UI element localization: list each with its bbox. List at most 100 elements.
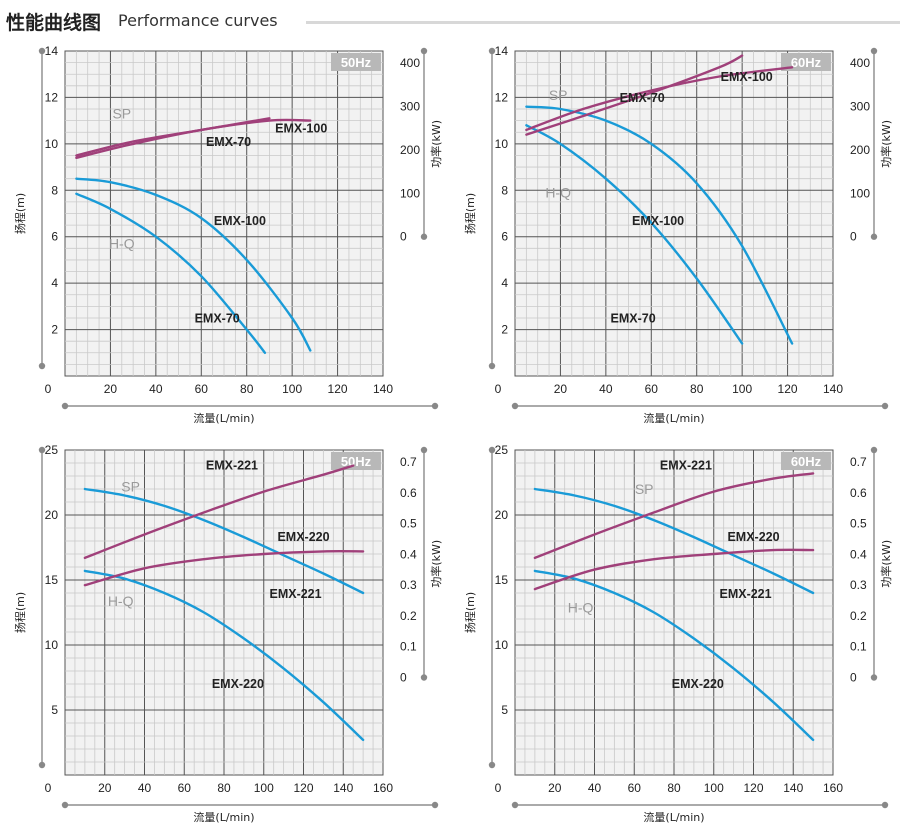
y2-tick-label: 0.3 [400, 578, 417, 592]
curve-label: EMX-70 [195, 312, 240, 326]
axis-dot [420, 446, 428, 454]
x-tick-label: 0 [495, 382, 502, 396]
x-tick-label: 40 [599, 382, 613, 396]
axis-dot [488, 761, 496, 769]
hz-badge [331, 452, 381, 470]
x-tick-label: 140 [333, 781, 353, 795]
curve-sp-emx-221 [533, 472, 815, 560]
y-axis-label: 扬程(m) [463, 193, 477, 234]
curve-label: EMX-70 [620, 91, 665, 105]
y-tick-label: 14 [45, 44, 59, 58]
x-tick-label: 100 [282, 382, 302, 396]
curve-label: EMX-100 [214, 214, 266, 228]
y-tick-label: 8 [51, 183, 58, 197]
x-tick-label: 20 [98, 781, 112, 795]
grid [515, 51, 833, 376]
hz-badge-text: 50Hz [341, 454, 372, 469]
curve-group-label: SP [112, 105, 131, 121]
chart-bottom-left: 50Hz 5 10 15 20 25 0 20 40 60 80 100 120 140 160 0 0.1 0.… [13, 443, 443, 824]
curve-label: EMX-221 [660, 459, 712, 473]
y-tick-label: 10 [45, 137, 59, 151]
x-tick-label: 120 [293, 781, 313, 795]
curve-hq-emx-100 [75, 177, 312, 352]
y-axis-label: 扬程(m) [463, 592, 477, 633]
curve-hq-emx-220 [83, 569, 365, 742]
x-tick-label: 80 [240, 382, 254, 396]
hz-badge-text: 60Hz [791, 55, 822, 70]
y-tick-label: 2 [501, 323, 508, 337]
grid [65, 450, 383, 775]
y-tick-label: 5 [51, 703, 58, 717]
x-axis-label: 流量(L/min) [643, 810, 704, 824]
axis-dot [420, 233, 428, 240]
axis-dot [61, 801, 69, 809]
curve-label: EMX-100 [632, 214, 684, 228]
curve-sp-emx-100 [75, 118, 312, 159]
x-tick-label: 160 [373, 781, 393, 795]
x-axis-label: 流量(L/min) [193, 411, 254, 425]
x-tick-label: 20 [554, 382, 568, 396]
x-tick-label: 80 [667, 781, 681, 795]
x-tick-label: 80 [217, 781, 231, 795]
y-tick-label: 2 [51, 323, 58, 337]
y2-tick-label: 0.4 [400, 547, 417, 561]
x-tick-label: 20 [548, 781, 562, 795]
y2-tick-label: 0.1 [850, 640, 867, 654]
curve-hq-emx-100 [525, 105, 794, 345]
y-tick-label: 20 [45, 508, 59, 522]
y2-tick-label: 0.6 [850, 486, 867, 500]
curve-hq-emx-70 [525, 124, 744, 345]
axis-dot [870, 47, 878, 55]
curve-hq-emx-220 [533, 569, 815, 742]
y2-tick-label: 400 [400, 56, 420, 70]
curve-sp-emx-220 [83, 550, 365, 587]
y2-tick-label: 0.5 [400, 517, 417, 531]
curve-group-label: H-Q [108, 593, 134, 609]
y2-axis-label: 功率(kW) [429, 540, 443, 588]
y-tick-label: 10 [495, 137, 509, 151]
x-tick-label: 120 [328, 382, 348, 396]
x-tick-label: 60 [178, 781, 192, 795]
x-tick-label: 0 [45, 382, 52, 396]
x-tick-label: 40 [588, 781, 602, 795]
curve-label: EMX-70 [206, 135, 251, 149]
curve-group-label: SP [549, 87, 568, 103]
x-tick-label: 120 [778, 382, 798, 396]
x-tick-label: 140 [823, 382, 843, 396]
y-tick-label: 10 [495, 638, 509, 652]
y2-tick-label: 0 [850, 230, 857, 244]
x-tick-label: 100 [704, 781, 724, 795]
y2-tick-label: 200 [850, 143, 870, 157]
y2-tick-label: 0 [400, 671, 407, 685]
axis-dot [511, 402, 519, 410]
y2-tick-label: 400 [850, 56, 870, 70]
y2-tick-label: 0.7 [400, 455, 417, 469]
axis-dot [420, 47, 428, 55]
curve-label: EMX-220 [277, 530, 329, 544]
axis-dot [870, 446, 878, 454]
grid [515, 450, 833, 775]
x-tick-label: 0 [495, 781, 502, 795]
curve-label: EMX-100 [275, 121, 327, 135]
axis-dot [38, 47, 46, 55]
y-tick-label: 25 [45, 443, 59, 457]
x-tick-label: 160 [823, 781, 843, 795]
y2-tick-label: 300 [850, 99, 870, 113]
y2-tick-label: 0.2 [400, 609, 417, 623]
curve-label: EMX-100 [721, 70, 773, 84]
y2-axis-label: 功率(kW) [879, 540, 893, 588]
y2-tick-label: 0 [850, 671, 857, 685]
x-tick-label: 120 [743, 781, 763, 795]
axis-dot [431, 801, 439, 809]
hz-badge [781, 452, 831, 470]
header-rule [306, 21, 900, 24]
y-tick-label: 6 [51, 230, 58, 244]
curve-hq-emx-70 [75, 192, 267, 354]
x-tick-label: 60 [645, 382, 659, 396]
y2-tick-label: 0.5 [850, 517, 867, 531]
y2-tick-label: 200 [400, 143, 420, 157]
x-tick-label: 0 [45, 781, 52, 795]
title-en: Performance curves [118, 11, 278, 30]
x-tick-label: 100 [254, 781, 274, 795]
axis-dot [488, 362, 496, 370]
